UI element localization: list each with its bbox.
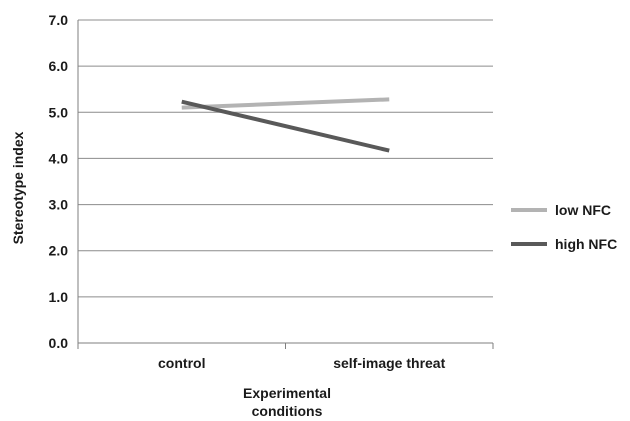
- y-axis-title: Stereotype index: [10, 131, 26, 244]
- x-axis: control self-image threat: [77, 20, 494, 371]
- y-tick-label: 5.0: [49, 104, 69, 120]
- series-line-low-nfc: [181, 97, 390, 110]
- gridlines: [78, 19, 493, 344]
- y-tick-label: 6.0: [49, 58, 69, 74]
- x-tick-label: control: [158, 355, 205, 371]
- y-tick-label: 0.0: [49, 335, 69, 351]
- y-tick-label: 4.0: [49, 150, 69, 166]
- y-tick-label: 1.0: [49, 289, 69, 305]
- y-axis-ticks: 0.0 1.0 2.0 3.0 4.0 5.0 6.0 7.0: [49, 12, 69, 351]
- y-tick-label: 2.0: [49, 243, 69, 259]
- x-tick-label: self-image threat: [333, 355, 445, 371]
- series-lines: [181, 97, 390, 153]
- legend: low NFC high NFC: [511, 202, 617, 252]
- legend-label: low NFC: [555, 202, 611, 218]
- x-axis-title-line-2: conditions: [252, 403, 323, 419]
- y-tick-label: 7.0: [49, 12, 69, 28]
- x-axis-title-line-1: Experimental: [243, 385, 331, 401]
- legend-label: high NFC: [555, 236, 617, 252]
- series-line-high-nfc: [181, 99, 390, 153]
- y-tick-label: 3.0: [49, 197, 69, 213]
